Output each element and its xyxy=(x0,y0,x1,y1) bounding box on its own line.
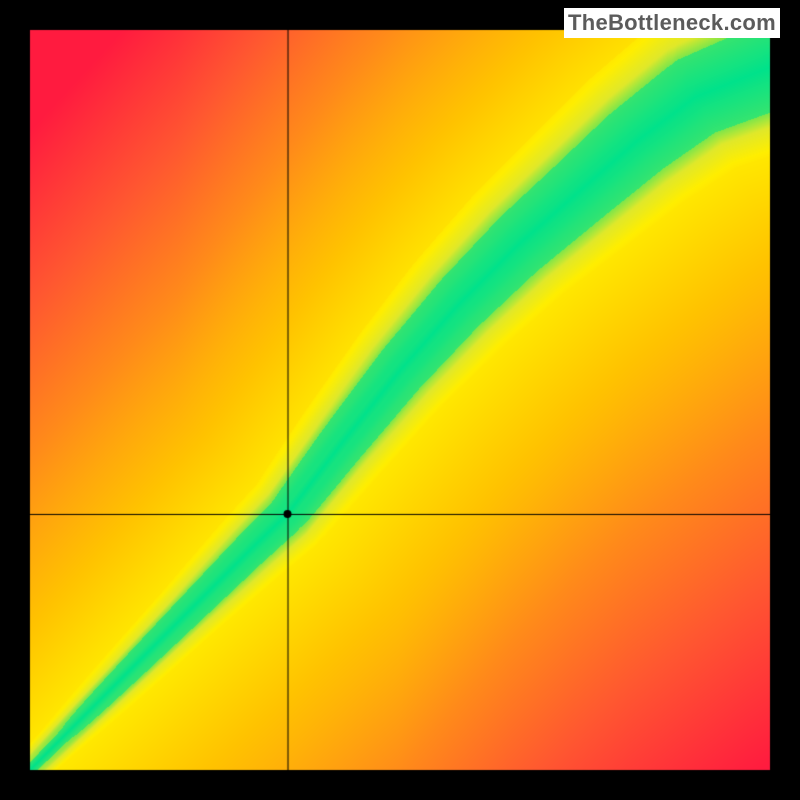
watermark-label: TheBottleneck.com xyxy=(564,8,780,38)
bottleneck-heatmap-canvas xyxy=(0,0,800,800)
chart-stage: TheBottleneck.com xyxy=(0,0,800,800)
